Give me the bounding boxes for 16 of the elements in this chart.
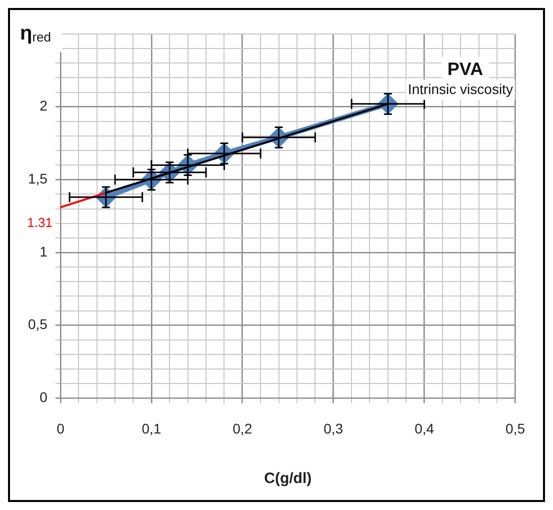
x-tick-label: 0,2 (232, 420, 252, 436)
x-tick-label: 0,4 (414, 420, 434, 436)
y-tick-label: 1 (40, 243, 48, 260)
y-tick-label: 0 (40, 389, 48, 406)
y-tick-label: 0,5 (28, 316, 48, 332)
x-axis-title: C(g/dl) (264, 470, 312, 488)
x-tick-label: 0 (56, 420, 65, 436)
annotation: 1.31 (27, 214, 52, 230)
x-tick-label: 0,5 (506, 420, 526, 436)
x-tick-label: 0,3 (324, 420, 344, 436)
y-axis-title: ηred (20, 22, 52, 45)
y-tick-label: 2 (40, 98, 48, 114)
y-tick-label: 1,5 (28, 170, 48, 187)
x-tick-label: 0,1 (142, 420, 162, 436)
annotation: Intrinsic viscosity (408, 80, 513, 97)
text: PVA (447, 58, 484, 79)
